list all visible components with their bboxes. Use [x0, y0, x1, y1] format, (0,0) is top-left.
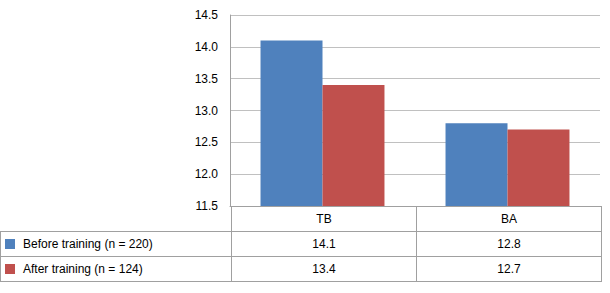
html-text:12.7: 12.7	[497, 262, 521, 276]
html-text:BA: BA	[501, 212, 517, 226]
svg-text:13.5: 13.5	[195, 72, 219, 86]
html-text:After training (n = 124): After training (n = 124)	[23, 262, 143, 276]
html-text:13.4: 13.4	[312, 262, 336, 276]
html-text:Before training (n = 220): Before training (n = 220)	[23, 237, 153, 251]
svg-text:14.0: 14.0	[195, 40, 219, 54]
svg-text:13.0: 13.0	[195, 104, 219, 118]
svg-text:14.5: 14.5	[195, 8, 219, 22]
svg-text:12.0: 12.0	[195, 167, 219, 181]
svg-text:11.5: 11.5	[196, 199, 219, 213]
html-text:12.8: 12.8	[497, 237, 521, 251]
html-text:14.1: 14.1	[312, 237, 336, 251]
html-text:TB: TB	[316, 212, 332, 226]
svg-text:12.5: 12.5	[195, 135, 219, 149]
